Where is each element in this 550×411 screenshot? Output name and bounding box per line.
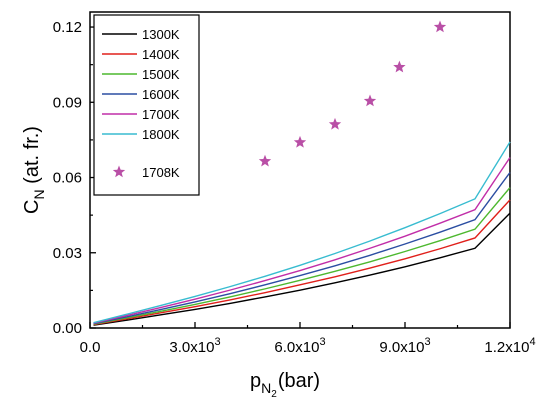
x-tick-label-exponent: 3: [424, 336, 430, 348]
x-tick-label: 6.0x103: [274, 336, 325, 356]
x-tick-label-mantissa: 6.0x10: [274, 339, 319, 356]
scatter-point-1708K: [328, 117, 342, 130]
x-tick-label-exponent: 3: [319, 336, 325, 348]
series-line-1700K: [93, 157, 511, 324]
y-axis: 0.00 0.03 0.06 0.09 0.12: [53, 19, 96, 337]
x-tick-label: 1.2x104: [484, 336, 535, 356]
x-tick-label-mantissa: 0.0: [80, 339, 101, 356]
legend-box: [93, 14, 200, 196]
legend-label: 1700K: [142, 107, 180, 122]
y-tick-label: 0.03: [53, 245, 82, 262]
y-axis-title: CN (at. fr.): [21, 126, 47, 214]
plot-area: [93, 20, 511, 326]
x-axis-title-sub: N: [261, 380, 271, 396]
x-tick-label-exponent: 3: [214, 336, 220, 348]
x-axis-title-main: p: [250, 370, 261, 392]
scatter-point-1708K: [433, 20, 447, 33]
x-axis: 0.0 3.0x103 6.0x103 9.0x103 1.2x104: [80, 322, 536, 356]
x-axis-title: pN2(bar): [250, 370, 320, 400]
scatter-point-1708K: [393, 60, 406, 73]
legend-label: 1708K: [142, 165, 180, 180]
legend-label: 1300K: [142, 27, 180, 42]
legend-label: 1400K: [142, 47, 180, 62]
x-tick-label-mantissa: 9.0x10: [379, 339, 424, 356]
y-axis-title-main: C: [21, 200, 43, 214]
series-line-1500K: [93, 187, 511, 325]
legend-swatch-star: [112, 165, 126, 178]
series-line-1800K: [93, 141, 511, 324]
y-tick-label: 0.06: [53, 170, 82, 187]
x-tick-label-mantissa: 3.0x10: [169, 339, 214, 356]
legend-label: 1800K: [142, 127, 180, 142]
legend: 1300K 1400K 1500K 1600K 1700K 1800K 1708K: [93, 14, 200, 196]
scatter-point-1708K: [258, 154, 272, 167]
x-tick-label-mantissa: 1.2x10: [484, 339, 529, 356]
scatter-point-1708K: [363, 94, 377, 107]
series-line-1600K: [93, 172, 511, 325]
y-tick-label: 0.09: [53, 94, 82, 111]
y-tick-label: 0.00: [53, 320, 82, 337]
x-axis-title-unit: (bar): [278, 370, 320, 392]
series-line-1400K: [93, 199, 511, 326]
x-tick-label: 9.0x103: [379, 336, 430, 356]
series-line-1300K: [93, 212, 511, 326]
scatter-point-1708K: [293, 135, 307, 148]
y-axis-title-rest: (at. fr.): [21, 126, 43, 189]
y-axis-title-sub: N: [31, 189, 47, 199]
x-axis-title-subsub: 2: [271, 389, 277, 400]
y-tick-label: 0.12: [53, 19, 82, 36]
x-tick-label-exponent: 4: [529, 336, 535, 348]
x-tick-label: 0.0: [80, 339, 101, 356]
legend-label: 1500K: [142, 67, 180, 82]
x-tick-label: 3.0x103: [169, 336, 220, 356]
legend-label: 1600K: [142, 87, 180, 102]
